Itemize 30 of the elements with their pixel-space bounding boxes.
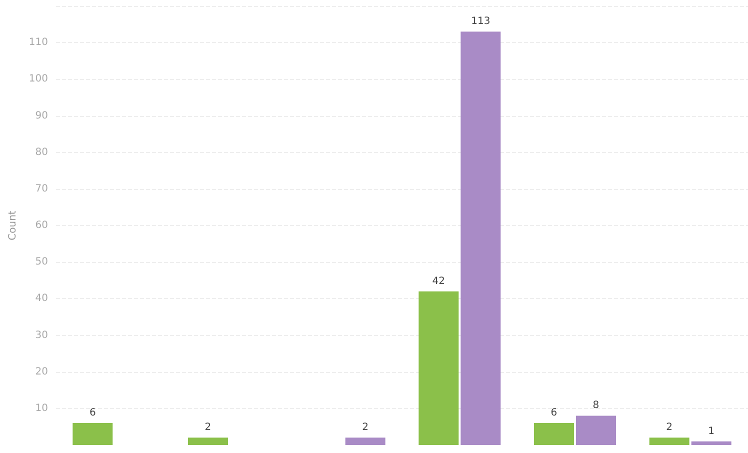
bar <box>345 438 386 445</box>
bar <box>460 32 501 445</box>
y-tick-label: 10 <box>35 402 48 414</box>
data-label: 42 <box>432 276 446 287</box>
bar <box>691 441 732 445</box>
y-tick-label: 100 <box>28 74 48 85</box>
data-label: 6 <box>550 408 558 419</box>
y-tick-label: 60 <box>35 220 48 231</box>
bar <box>576 416 616 445</box>
y-tick-label: 110 <box>28 37 48 48</box>
y-tick-label: 30 <box>35 330 48 341</box>
bar <box>418 291 459 445</box>
y-tick-label: 70 <box>35 183 48 194</box>
data-label: 2 <box>204 422 212 434</box>
bar <box>534 423 574 445</box>
bar <box>72 423 113 445</box>
y-axis-title: Count <box>8 210 18 240</box>
data-label: 8 <box>592 400 600 412</box>
data-label: 6 <box>89 408 96 419</box>
data-label: 2 <box>666 422 673 434</box>
data-label: 1 <box>708 426 715 437</box>
y-tick-label: 90 <box>35 110 48 122</box>
bar <box>649 438 690 445</box>
data-label: 2 <box>362 422 369 434</box>
data-label: 113 <box>471 16 490 28</box>
y-tick-label: 80 <box>35 146 48 158</box>
y-tick-label: 20 <box>35 366 48 378</box>
y-tick-label: 50 <box>35 256 48 268</box>
y-tick-label: 40 <box>35 293 48 304</box>
bar <box>188 438 228 445</box>
